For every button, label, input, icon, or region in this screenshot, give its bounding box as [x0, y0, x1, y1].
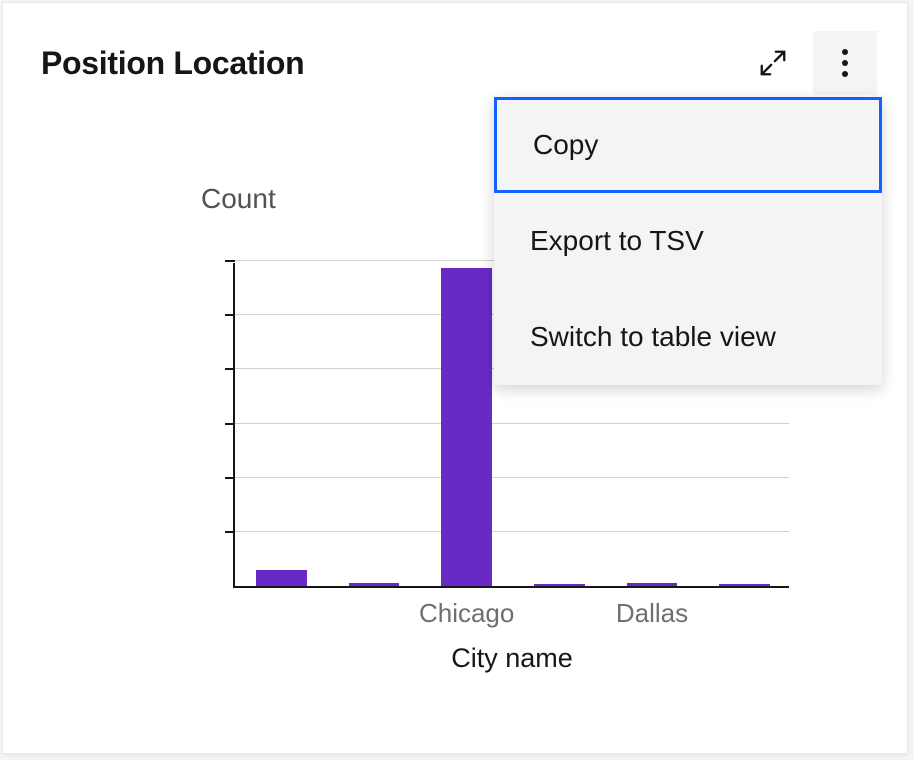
- y-tick: [225, 260, 235, 262]
- bar[interactable]: [441, 268, 492, 586]
- y-tick: [225, 531, 235, 533]
- expand-icon: [758, 48, 788, 78]
- bar[interactable]: [349, 583, 400, 586]
- y-tick: [225, 368, 235, 370]
- bar[interactable]: [627, 583, 678, 586]
- y-tick: [225, 314, 235, 316]
- context-menu: CopyExport to TSVSwitch to table view: [494, 97, 882, 385]
- gridline: [235, 477, 789, 478]
- gridline: [235, 531, 789, 532]
- chart-card: Position Location Count Chicago Dallas Cit…: [2, 2, 908, 754]
- menu-item-copy[interactable]: Copy: [494, 97, 882, 193]
- more-options-button[interactable]: [813, 31, 877, 95]
- card-title: Position Location: [41, 45, 304, 82]
- bar[interactable]: [256, 570, 307, 586]
- y-tick: [225, 423, 235, 425]
- gridline: [235, 423, 789, 424]
- x-axis-title: City name: [451, 643, 573, 674]
- expand-button[interactable]: [741, 31, 805, 95]
- x-axis-label: Dallas: [616, 598, 688, 629]
- y-tick: [225, 477, 235, 479]
- header-actions: [741, 31, 877, 95]
- x-axis-label: Chicago: [419, 598, 514, 629]
- y-axis-title: Count: [201, 183, 276, 215]
- bar[interactable]: [719, 584, 770, 586]
- bar[interactable]: [534, 584, 585, 586]
- menu-item-export-to-tsv[interactable]: Export to TSV: [494, 193, 882, 289]
- menu-item-switch-to-table-view[interactable]: Switch to table view: [494, 289, 882, 385]
- card-header: Position Location: [3, 3, 907, 95]
- more-vertical-icon: [842, 49, 848, 77]
